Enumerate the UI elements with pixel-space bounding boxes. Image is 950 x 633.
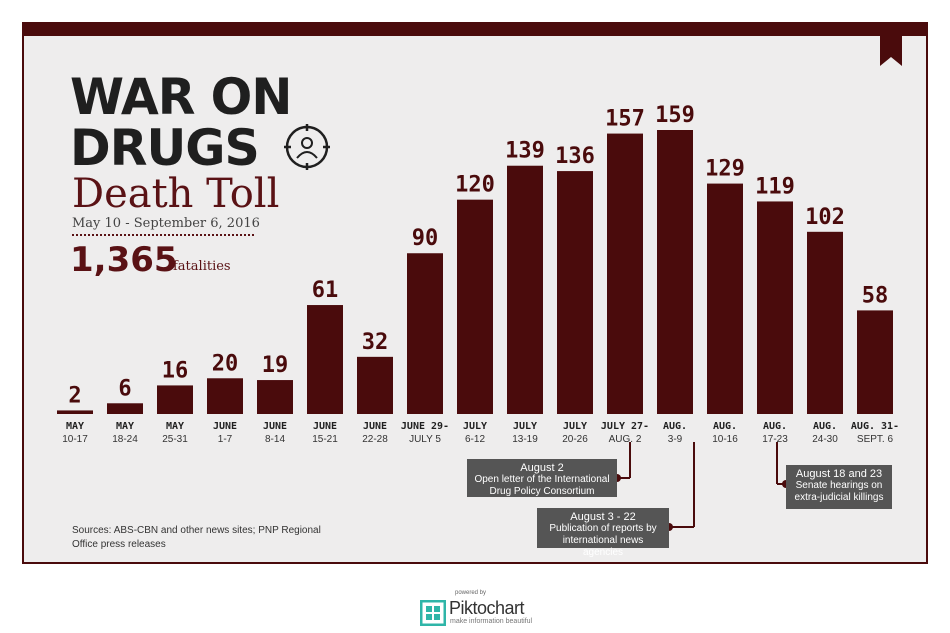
annotation-box: August 3 - 22 Publication of reports by i… <box>537 508 669 558</box>
bar-value-label: 2 <box>68 383 81 408</box>
bar-11 <box>607 133 643 414</box>
brand-tagline: make information beautiful <box>450 618 533 625</box>
category-label-line2: 13-19 <box>512 434 538 445</box>
annotation-box: August 18 and 23 Senate hearings on extra… <box>786 465 892 509</box>
bar-3 <box>207 378 243 414</box>
category-label-line1: MAY <box>66 421 84 432</box>
category-label-line2: JULY 5 <box>409 434 441 445</box>
category-label-line1: AUG. <box>763 421 787 432</box>
category-label-line2: 18-24 <box>112 434 138 445</box>
category-label-line2: 8-14 <box>265 434 285 445</box>
bar-value-label: 120 <box>455 173 495 198</box>
annotation-title: August 2 <box>520 462 564 474</box>
bookmark-ribbon-icon <box>880 36 902 66</box>
bar-12 <box>657 130 693 414</box>
bar-5 <box>307 305 343 414</box>
category-label-line1: JULY <box>563 421 587 432</box>
category-label-line1: JULY 27- <box>601 421 649 432</box>
category-label-line1: AUG. 31- <box>851 421 899 432</box>
bar-2 <box>157 385 193 414</box>
category-label-line1: JUNE <box>263 421 287 432</box>
bar-6 <box>357 356 393 414</box>
category-label-line1: AUG. <box>813 421 837 432</box>
subtitle: Death Toll <box>72 171 280 217</box>
bar-value-label: 90 <box>412 226 439 251</box>
bar-13 <box>707 183 743 414</box>
category-label-line2: 20-26 <box>562 434 588 445</box>
annotation-text: Open letter of the International Drug Po… <box>474 474 610 497</box>
annotation-text: Publication of reports by international … <box>549 523 657 558</box>
target-person-icon <box>284 124 330 170</box>
bar-10 <box>557 171 593 414</box>
annotation-box: August 2 Open letter of the International… <box>467 459 617 497</box>
bar-chart: 2 MAY 10-17 6 MAY 18-24 16 MAY 25-31 20 JUNE 1-7 19 J… <box>57 103 899 531</box>
category-label-line2: 22-28 <box>362 434 388 445</box>
bar-1 <box>107 403 143 414</box>
category-label-line2: 3-9 <box>668 434 683 445</box>
category-label-line2: 25-31 <box>162 434 188 445</box>
category-label-line2: 10-17 <box>62 434 88 445</box>
category-label-line1: JUNE <box>363 421 387 432</box>
category-label-line2: SEPT. 6 <box>857 434 894 445</box>
bar-value-label: 32 <box>362 330 389 355</box>
bar-value-label: 58 <box>862 283 889 308</box>
bar-15 <box>807 231 843 414</box>
bar-value-label: 20 <box>212 351 239 376</box>
category-label-line2: 15-21 <box>312 434 338 445</box>
category-label-line1: JUNE <box>313 421 337 432</box>
category-label-line2: 1-7 <box>218 434 233 445</box>
category-label-line1: JULY <box>513 421 537 432</box>
annotation-title: August 3 - 22 <box>570 511 636 523</box>
bar-value-label: 139 <box>505 139 545 164</box>
category-label-line1: MAY <box>116 421 134 432</box>
bar-value-label: 157 <box>605 107 645 132</box>
piktochart-logo-icon <box>420 600 446 626</box>
bar-value-label: 159 <box>655 103 695 128</box>
category-label-line1: AUG. <box>713 421 737 432</box>
sources-note: Sources: ABS-CBN and other news sites; P… <box>72 525 321 550</box>
category-label-line1: AUG. <box>663 421 687 432</box>
bar-value-label: 119 <box>755 174 795 199</box>
brand-name: Piktochart <box>449 598 525 618</box>
title-line-2: DRUGS <box>70 119 260 177</box>
category-label-line1: MAY <box>166 421 184 432</box>
title-line-1: WAR ON <box>70 68 292 126</box>
category-label-line1: JUNE <box>213 421 237 432</box>
bar-value-label: 61 <box>312 278 339 303</box>
top-bar <box>22 22 928 36</box>
bar-value-label: 102 <box>805 205 845 230</box>
category-label-line2: 24-30 <box>812 434 838 445</box>
bar-14 <box>757 201 793 414</box>
total-fatalities: 1,365 <box>70 240 178 280</box>
category-label-line1: JULY <box>463 421 487 432</box>
bar-value-label: 6 <box>118 376 131 401</box>
bar-8 <box>457 199 493 414</box>
bar-9 <box>507 165 543 414</box>
category-label-line2: 10-16 <box>712 434 738 445</box>
bar-value-label: 129 <box>705 157 745 182</box>
annotation-title: August 18 and 23 <box>795 468 883 480</box>
bar-7 <box>407 253 443 414</box>
category-label-line2: 6-12 <box>465 434 485 445</box>
category-label-line1: JUNE 29- <box>401 421 449 432</box>
date-range: May 10 - September 6, 2016 <box>72 216 260 231</box>
bar-0 <box>57 410 93 414</box>
category-label-line2: 17-23 <box>762 434 788 445</box>
bar-value-label: 136 <box>555 144 595 169</box>
powered-by-label: powered by <box>455 590 487 596</box>
bar-16 <box>857 310 893 414</box>
bar-4 <box>257 380 293 414</box>
dotted-divider <box>72 234 254 236</box>
annotation-text: Senate hearings on extra-judicial killin… <box>794 480 884 503</box>
category-label-line2: AUG. 2 <box>609 434 642 445</box>
bar-value-label: 19 <box>262 353 289 378</box>
footer <box>0 580 950 633</box>
total-unit: fatalities <box>173 259 231 274</box>
bar-value-label: 16 <box>162 358 189 383</box>
